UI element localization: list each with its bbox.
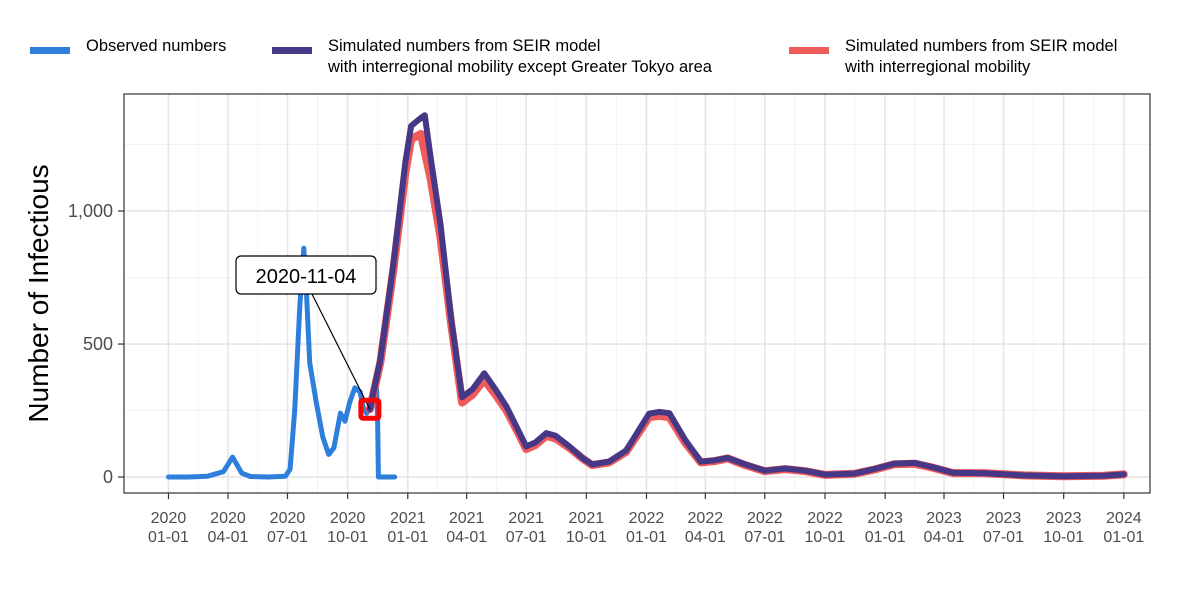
x-tick-label: 04-01 [685, 529, 726, 546]
y-tick-label: 0 [103, 467, 113, 487]
x-tick-label: 2020 [330, 510, 366, 527]
annotation-layer: 2020-11-04 [235, 255, 382, 421]
x-tick-label: 2022 [629, 510, 665, 527]
legend-item-except-tokyo: Simulated numbers from SEIR model with i… [272, 36, 712, 78]
legend-label-line: with interregional mobility except Great… [328, 58, 712, 76]
x-tick-label: 2023 [926, 510, 962, 527]
legend-label-interregional: Simulated numbers from SEIR model with i… [845, 36, 1117, 78]
legend-label-observed: Observed numbers [86, 36, 226, 57]
x-tick-label: 01-01 [865, 529, 906, 546]
legend-item-observed: Observed numbers [30, 36, 226, 57]
y-tick-label: 1,000 [68, 201, 113, 221]
x-tick-label: 10-01 [566, 529, 607, 546]
axes: 2020 01-01 2020 04-01 2020 07-01 2020 10-01 2021… [68, 201, 1144, 546]
annotation-label-box [235, 255, 377, 295]
legend-label-line: Simulated numbers from SEIR model [328, 37, 601, 55]
x-tick-label: 04-01 [446, 529, 487, 546]
legend-label-except-tokyo: Simulated numbers from SEIR model with i… [328, 36, 712, 78]
y-tick-label: 500 [83, 334, 113, 354]
legend-swatch-observed [30, 47, 70, 54]
x-tick-label: 01-01 [1103, 529, 1144, 546]
series-layer [166, 112, 1128, 481]
plot-panel-border [123, 93, 1151, 494]
x-tick-label: 2022 [688, 510, 724, 527]
x-tick-label: 2024 [1106, 510, 1142, 527]
legend: Observed numbers Simulated numbers from … [0, 36, 1200, 86]
series-line-except-tokyo [366, 112, 1127, 480]
x-tick-label: 2021 [390, 510, 426, 527]
annotation-marker [358, 397, 382, 421]
series-line-interregional [365, 129, 1128, 481]
x-tick-label: 2021 [508, 510, 544, 527]
x-tick-label: 04-01 [924, 529, 965, 546]
x-tick-label: 2021 [569, 510, 605, 527]
x-tick-label: 2020 [270, 510, 306, 527]
x-tick-label: 01-01 [387, 529, 428, 546]
x-tick-label: 10-01 [327, 529, 368, 546]
x-tick-label: 10-01 [805, 529, 846, 546]
grid [124, 94, 1150, 493]
x-tick-label: 01-01 [148, 529, 189, 546]
legend-item-interregional: Simulated numbers from SEIR model with i… [789, 36, 1117, 78]
x-tick-label: 10-01 [1043, 529, 1084, 546]
legend-label-line: Simulated numbers from SEIR model [845, 37, 1118, 55]
legend-swatch-except-tokyo [272, 47, 312, 54]
legend-label-line: Observed numbers [86, 37, 227, 55]
legend-swatch-interregional [789, 47, 829, 54]
x-tick-label: 2020 [151, 510, 187, 527]
x-tick-label: 2023 [986, 510, 1022, 527]
annotation-label: 2020-11-04 [256, 266, 357, 288]
x-tick-label: 07-01 [983, 529, 1024, 546]
x-tick-label: 2023 [867, 510, 903, 527]
y-axis-title: Number of Infectious [23, 164, 54, 422]
x-tick-label: 2020 [210, 510, 246, 527]
x-tick-label: 07-01 [267, 529, 308, 546]
x-tick-label: 01-01 [626, 529, 667, 546]
x-tick-label: 2021 [449, 510, 485, 527]
x-tick-label: 2023 [1046, 510, 1082, 527]
x-tick-label: 07-01 [744, 529, 785, 546]
x-tick-label: 2022 [747, 510, 783, 527]
x-tick-label: 07-01 [506, 529, 547, 546]
x-tick-label: 2022 [807, 510, 843, 527]
legend-label-line: with interregional mobility [845, 58, 1031, 76]
annotation-leader-line [311, 293, 371, 410]
x-tick-label: 04-01 [208, 529, 249, 546]
